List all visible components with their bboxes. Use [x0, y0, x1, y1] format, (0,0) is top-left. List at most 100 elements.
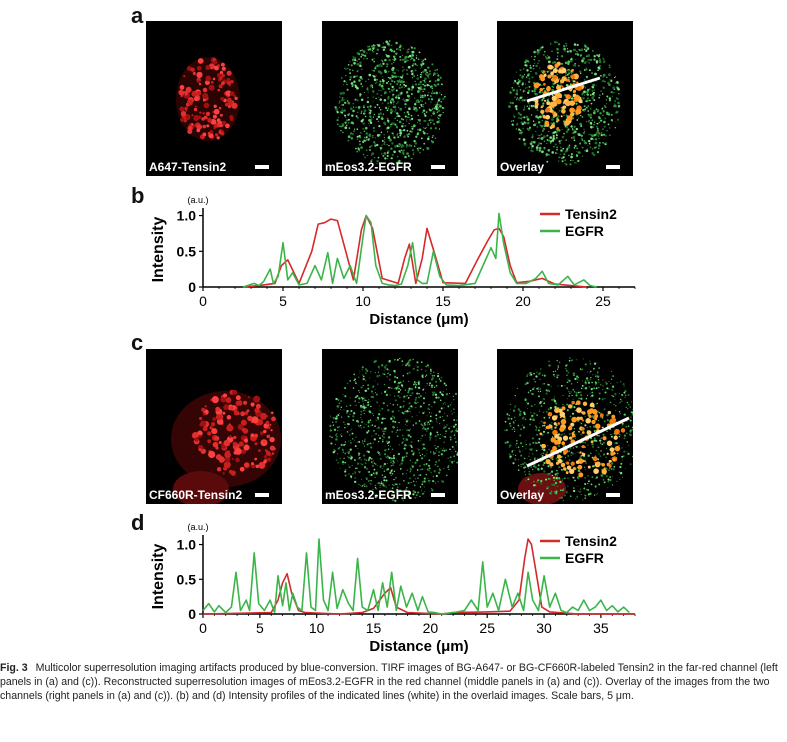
texture-dot	[621, 476, 624, 478]
texture-dot	[233, 410, 239, 416]
texture-dot	[341, 77, 343, 79]
texture-dot	[536, 109, 539, 111]
texture-dot	[601, 80, 604, 83]
texture-dot	[586, 61, 588, 63]
texture-dot	[416, 414, 418, 416]
texture-dot	[438, 450, 441, 454]
texture-dot	[531, 90, 534, 93]
texture-dot	[383, 390, 387, 394]
texture-dot	[379, 405, 381, 407]
texture-dot	[450, 439, 452, 441]
texture-dot	[358, 391, 360, 393]
texture-dot	[386, 65, 388, 68]
texture-dot	[593, 439, 596, 442]
texture-dot	[438, 410, 441, 413]
texture-dot	[454, 437, 456, 439]
texture-dot	[558, 78, 561, 80]
texture-dot	[413, 97, 416, 99]
texture-dot	[419, 465, 421, 467]
texture-dot	[409, 420, 411, 422]
texture-dot	[564, 163, 566, 165]
texture-dot	[332, 451, 335, 454]
texture-dot	[584, 458, 586, 460]
texture-dot	[538, 142, 541, 145]
texture-dot	[434, 393, 438, 396]
texture-dot	[207, 118, 212, 123]
texture-dot	[585, 383, 587, 385]
texture-dot	[350, 82, 354, 85]
texture-dot	[360, 53, 364, 56]
texture-dot	[602, 114, 604, 117]
texture-dot	[504, 429, 506, 432]
texture-dot	[386, 126, 389, 129]
texture-dot	[387, 97, 390, 100]
texture-dot	[429, 439, 431, 441]
texture-dot	[361, 463, 363, 466]
texture-dot	[594, 374, 596, 376]
texture-dot	[411, 50, 415, 54]
texture-dot	[400, 76, 403, 79]
texture-dot	[414, 383, 416, 385]
texture-dot	[403, 400, 405, 403]
texture-dot	[430, 115, 433, 117]
texture-dot	[612, 86, 615, 89]
texture-dot	[431, 412, 433, 414]
texture-dot	[632, 426, 633, 429]
texture-dot	[629, 463, 632, 465]
texture-dot	[433, 401, 436, 404]
texture-dot	[394, 75, 398, 79]
x-tick-label: 25	[595, 293, 611, 309]
texture-dot	[610, 462, 614, 465]
texture-dot	[621, 400, 623, 402]
texture-dot	[568, 144, 571, 147]
texture-dot	[344, 121, 347, 124]
texture-dot	[366, 138, 368, 140]
panel-label-a: a	[131, 3, 144, 28]
texture-dot	[619, 434, 621, 436]
texture-dot	[358, 79, 361, 82]
texture-dot	[371, 111, 373, 113]
texture-dot	[366, 369, 369, 372]
texture-dot	[384, 417, 386, 420]
texture-dot	[438, 117, 440, 120]
texture-dot	[544, 428, 547, 431]
texture-dot	[590, 370, 592, 373]
texture-dot	[434, 79, 437, 83]
texture-dot	[361, 374, 363, 376]
texture-dot	[589, 372, 591, 374]
texture-dot	[523, 470, 526, 473]
texture-dot	[422, 130, 425, 133]
texture-dot	[541, 454, 544, 458]
texture-dot	[536, 148, 539, 151]
texture-dot	[392, 103, 395, 105]
texture-dot	[387, 107, 389, 110]
texture-dot	[566, 364, 568, 366]
texture-dot	[369, 48, 372, 51]
texture-dot	[392, 456, 394, 458]
texture-dot	[404, 495, 407, 497]
texture-dot	[363, 109, 367, 113]
texture-dot	[539, 134, 541, 137]
texture-dot	[347, 423, 350, 426]
texture-dot	[568, 390, 570, 393]
scale-bar	[606, 165, 620, 169]
texture-dot	[221, 81, 225, 86]
texture-dot	[222, 472, 225, 475]
texture-dot	[455, 444, 457, 446]
texture-dot	[509, 403, 511, 405]
texture-dot	[566, 409, 569, 412]
texture-dot	[390, 147, 393, 150]
texture-dot	[453, 455, 455, 457]
texture-dot	[519, 113, 522, 116]
texture-dot	[413, 381, 416, 383]
texture-dot	[554, 143, 557, 146]
texture-dot	[625, 406, 628, 409]
texture-dot	[575, 400, 581, 406]
texture-dot	[623, 450, 626, 453]
texture-dot	[537, 50, 540, 54]
texture-dot	[597, 410, 599, 412]
texture-dot	[391, 164, 393, 166]
texture-dot	[401, 458, 404, 460]
texture-dot	[561, 85, 564, 88]
texture-dot	[593, 387, 596, 390]
